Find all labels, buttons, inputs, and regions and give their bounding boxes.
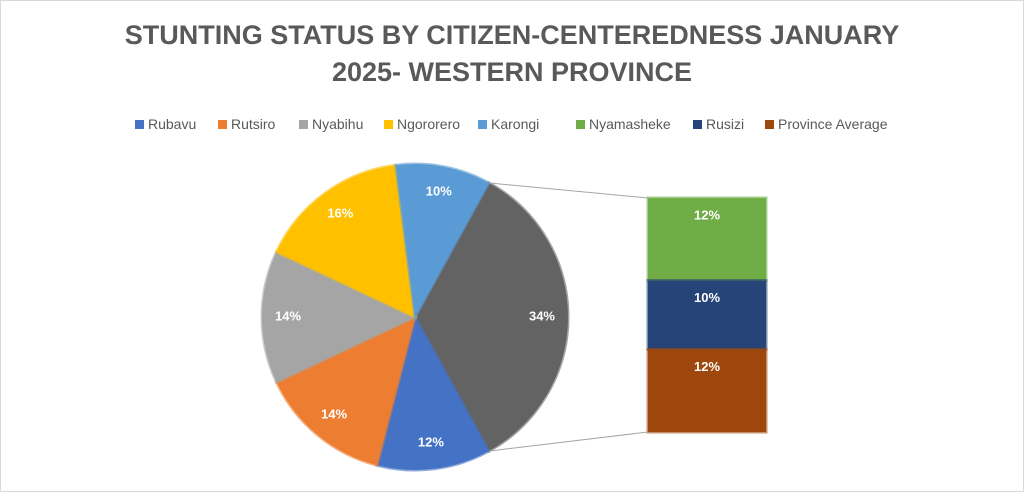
- data-label: 10%: [426, 184, 452, 199]
- data-label: 14%: [321, 406, 347, 421]
- legend-label: Karongi: [491, 116, 539, 132]
- legend-label: Rutsiro: [231, 116, 276, 132]
- legend-swatch: [478, 120, 487, 129]
- legend-swatch: [384, 120, 393, 129]
- pie-slice: [260, 249, 419, 385]
- chart-title: STUNTING STATUS BY CITIZEN-CENTEREDNESS …: [125, 20, 900, 50]
- pie-slice: [375, 312, 491, 472]
- legend-swatch: [693, 120, 702, 129]
- legend-swatch: [765, 120, 774, 129]
- legend-label: Rubavu: [148, 116, 196, 132]
- data-label: 12%: [418, 434, 444, 449]
- legend-swatch: [299, 120, 308, 129]
- legend-label: Ngororero: [397, 116, 460, 132]
- data-label: 34%: [529, 308, 555, 323]
- legend-label: Nyamasheke: [589, 116, 671, 132]
- pie-slice: [274, 163, 417, 320]
- legend-swatch: [576, 120, 585, 129]
- data-label: 12%: [694, 207, 720, 222]
- legend-swatch: [135, 120, 144, 129]
- data-label: 14%: [275, 308, 301, 323]
- legend-label: Rusizi: [706, 116, 744, 132]
- data-label: 12%: [694, 359, 720, 374]
- legend-label: Nyabihu: [312, 116, 363, 132]
- connector-line: [488, 431, 649, 452]
- legend-label: Province Average: [778, 116, 888, 132]
- pie-slice: [274, 314, 418, 468]
- data-label: 16%: [327, 206, 353, 221]
- data-label: 10%: [694, 290, 720, 305]
- bar-segment: [646, 347, 768, 434]
- connector-line: [488, 182, 649, 199]
- legend-swatch: [218, 120, 227, 129]
- pie-slice: [394, 162, 491, 322]
- chart-title: 2025- WESTERN PROVINCE: [332, 57, 692, 87]
